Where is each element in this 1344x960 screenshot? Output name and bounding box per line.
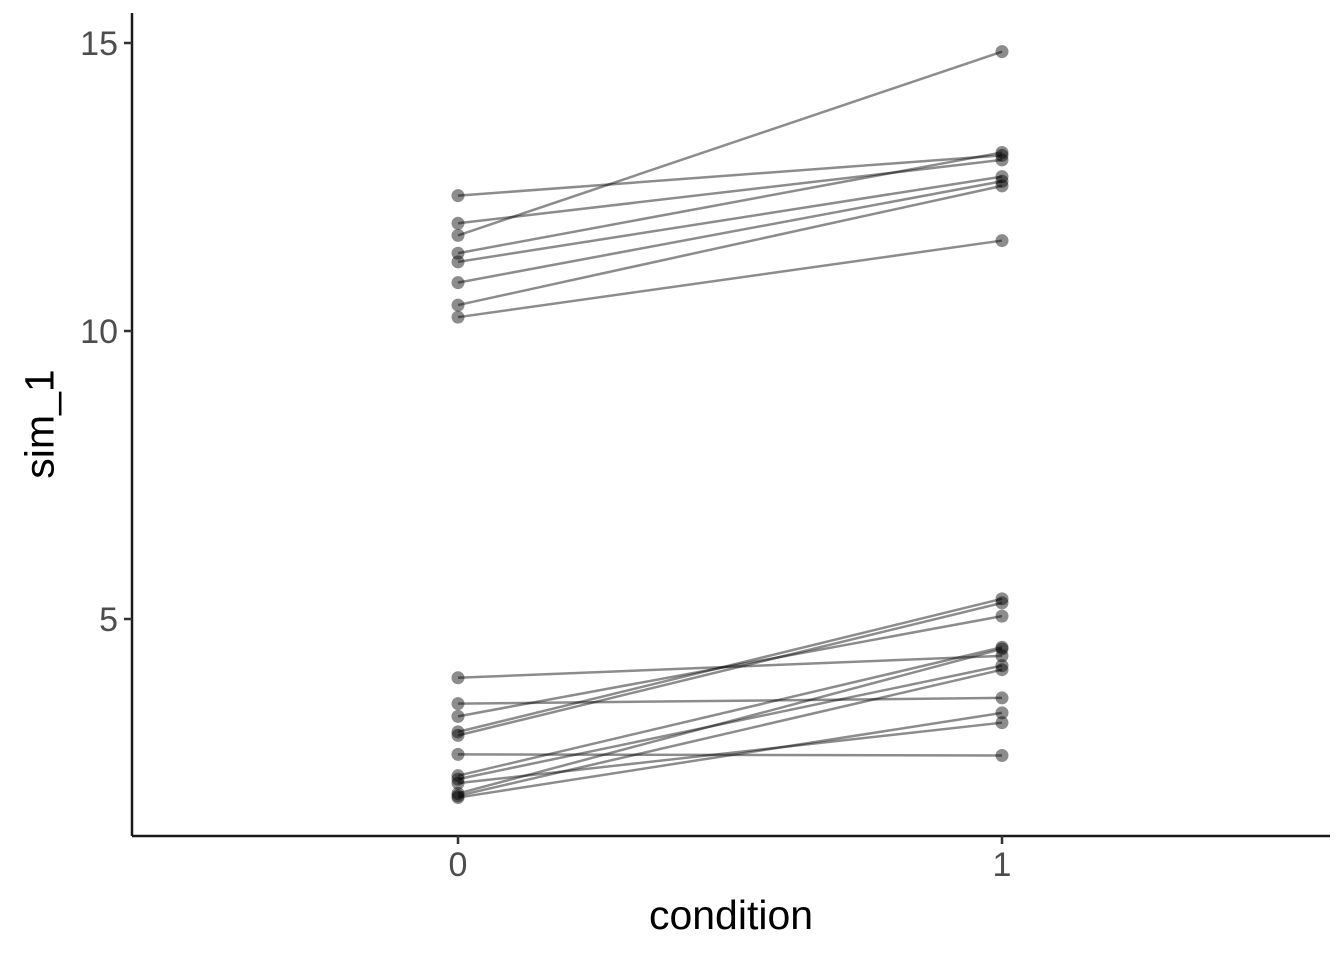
series-line [457, 180, 1003, 284]
data-point [995, 596, 1009, 610]
y-axis-ticks: 5 10 15 [80, 25, 132, 639]
data-point [995, 649, 1009, 663]
data-point [995, 234, 1009, 248]
y-tick-label: 15 [80, 25, 118, 63]
data-point [995, 663, 1009, 677]
data-point [451, 787, 465, 801]
series-line [457, 668, 1003, 798]
data-point [451, 228, 465, 242]
data-point [995, 174, 1009, 188]
series-line [457, 654, 1003, 680]
series-line [457, 50, 1003, 237]
data-point [451, 697, 465, 711]
data-point [995, 148, 1009, 162]
data-point [451, 769, 465, 783]
data-point [451, 725, 465, 739]
data-point [451, 791, 465, 805]
series-line [457, 597, 1003, 734]
data-point [995, 145, 1009, 159]
data-point [451, 255, 465, 269]
data-point [451, 776, 465, 790]
data-point [995, 716, 1009, 730]
series-line [457, 175, 1003, 264]
y-axis-title: sim_1 [16, 369, 63, 479]
series-line [457, 601, 1003, 737]
series-line [457, 184, 1003, 307]
data-point [451, 709, 465, 723]
data-point [995, 45, 1009, 59]
data-point [995, 642, 1009, 656]
data-point [995, 153, 1009, 167]
data-point [995, 659, 1009, 673]
data-point [451, 747, 465, 761]
x-axis-title: condition [648, 892, 814, 938]
series-line [457, 696, 1003, 705]
series-line [457, 158, 1003, 225]
data-point [995, 592, 1009, 606]
data-point [451, 310, 465, 324]
data-point [995, 749, 1009, 763]
data-point [995, 706, 1009, 720]
x-tick-label: 0 [449, 846, 468, 884]
series-line [457, 154, 1003, 197]
series-line [457, 614, 1003, 718]
data-point [451, 216, 465, 230]
series-line [457, 646, 1003, 777]
series-line [457, 647, 1003, 795]
data-point [451, 772, 465, 786]
y-tick-label: 10 [80, 313, 118, 351]
data-point [451, 246, 465, 260]
data-point [451, 189, 465, 203]
series-line [457, 753, 1003, 757]
data-point [995, 170, 1009, 184]
data-point [995, 179, 1009, 193]
data-point [995, 691, 1009, 705]
series-line [457, 664, 1003, 781]
y-tick-label: 5 [99, 601, 118, 639]
data-point [451, 789, 465, 803]
data-point [451, 298, 465, 312]
data-point [451, 671, 465, 685]
data-point [995, 640, 1009, 654]
data-point [995, 609, 1009, 623]
x-tick-label: 1 [993, 846, 1012, 884]
series-line [457, 151, 1003, 255]
data-point [451, 728, 465, 742]
series-line [457, 711, 1003, 799]
series-line [457, 721, 1003, 785]
series-points-layer [451, 45, 1009, 805]
data-point [451, 276, 465, 290]
series-lines-layer [457, 50, 1003, 799]
series-line [457, 239, 1003, 319]
